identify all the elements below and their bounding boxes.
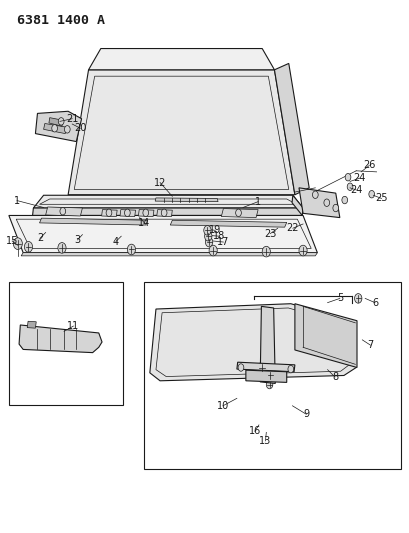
Text: 20: 20 [74, 123, 86, 133]
Text: 2: 2 [37, 233, 43, 244]
Circle shape [287, 366, 293, 373]
Text: 16: 16 [248, 426, 261, 437]
Bar [9, 282, 123, 405]
Circle shape [204, 231, 211, 241]
Circle shape [344, 173, 350, 181]
Circle shape [266, 370, 273, 380]
Polygon shape [149, 304, 355, 381]
Text: 7: 7 [366, 340, 373, 350]
Polygon shape [245, 370, 286, 382]
Text: 3: 3 [74, 235, 81, 245]
Polygon shape [156, 209, 172, 216]
Circle shape [205, 237, 212, 247]
Circle shape [161, 209, 166, 216]
Circle shape [312, 191, 317, 198]
Circle shape [332, 204, 338, 212]
Text: 25: 25 [374, 193, 387, 204]
Text: 14: 14 [138, 218, 150, 228]
Polygon shape [33, 195, 302, 208]
Polygon shape [16, 219, 310, 248]
Polygon shape [32, 208, 302, 215]
Text: 18: 18 [213, 231, 225, 241]
Circle shape [203, 225, 211, 235]
Circle shape [106, 209, 112, 216]
Circle shape [143, 209, 148, 216]
Text: 17: 17 [217, 237, 229, 247]
Text: 26: 26 [362, 160, 375, 171]
Polygon shape [298, 188, 339, 217]
Text: 11: 11 [67, 321, 79, 331]
Text: 19: 19 [209, 225, 221, 236]
Text: 1: 1 [254, 197, 261, 207]
Text: 4: 4 [112, 237, 119, 247]
Circle shape [24, 241, 32, 252]
Polygon shape [138, 209, 153, 216]
Text: 5: 5 [336, 293, 342, 303]
Polygon shape [101, 209, 117, 216]
Polygon shape [155, 198, 218, 201]
Polygon shape [19, 325, 102, 353]
Circle shape [13, 238, 22, 249]
Polygon shape [39, 199, 296, 204]
Polygon shape [49, 118, 63, 126]
Text: 10: 10 [216, 401, 229, 411]
Polygon shape [45, 207, 82, 216]
Circle shape [209, 245, 217, 256]
Circle shape [262, 246, 270, 257]
Circle shape [346, 183, 352, 190]
Text: 13: 13 [259, 436, 271, 446]
Circle shape [354, 294, 361, 303]
Circle shape [60, 207, 65, 215]
Circle shape [124, 209, 130, 216]
Circle shape [238, 364, 243, 371]
Polygon shape [74, 76, 288, 189]
Polygon shape [274, 63, 308, 195]
Text: 21: 21 [66, 114, 78, 124]
Polygon shape [68, 70, 294, 195]
Polygon shape [291, 195, 302, 215]
Polygon shape [236, 362, 294, 372]
Text: 12: 12 [153, 177, 166, 188]
Circle shape [265, 380, 272, 389]
Text: 23: 23 [263, 229, 276, 239]
Polygon shape [155, 308, 351, 376]
Circle shape [58, 118, 64, 125]
Circle shape [235, 209, 241, 216]
Bar [144, 282, 400, 469]
Circle shape [64, 126, 70, 133]
Polygon shape [9, 215, 317, 253]
Circle shape [258, 362, 265, 373]
Circle shape [341, 196, 347, 204]
Circle shape [52, 125, 57, 132]
Polygon shape [120, 209, 135, 216]
Text: 9: 9 [303, 409, 309, 419]
Text: 6381 1400 A: 6381 1400 A [17, 14, 105, 27]
Polygon shape [221, 208, 258, 217]
Circle shape [323, 199, 329, 206]
Text: 24: 24 [349, 185, 362, 195]
Text: 24: 24 [353, 173, 365, 183]
Polygon shape [27, 321, 36, 328]
Circle shape [127, 244, 135, 255]
Polygon shape [294, 304, 356, 368]
Text: 1: 1 [14, 196, 20, 206]
Circle shape [368, 190, 374, 198]
Polygon shape [170, 220, 286, 227]
Circle shape [58, 243, 66, 253]
Polygon shape [88, 49, 274, 70]
Text: 22: 22 [286, 223, 299, 233]
Text: 6: 6 [371, 297, 377, 308]
Circle shape [298, 245, 306, 256]
Text: 15: 15 [6, 236, 18, 246]
Polygon shape [39, 218, 147, 225]
Text: 8: 8 [331, 372, 337, 382]
Polygon shape [21, 253, 317, 256]
Polygon shape [260, 306, 274, 383]
Polygon shape [35, 111, 81, 142]
Polygon shape [43, 124, 67, 134]
